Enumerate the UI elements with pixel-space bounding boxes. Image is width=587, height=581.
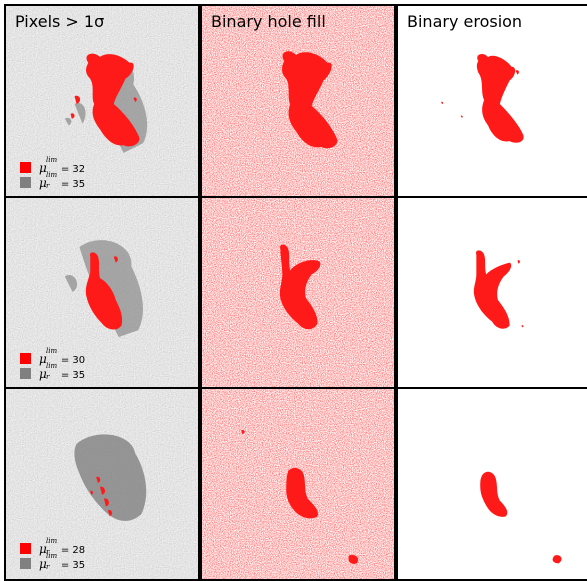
noise-image (6, 6, 198, 197)
column-title: Binary erosion (407, 12, 523, 31)
panel-r1-erosion: Binary erosion (396, 4, 587, 199)
panel-r3-pixels: μ lim r = 28 μ lim r = 35 (4, 387, 200, 581)
panel-r2-erosion (396, 196, 587, 390)
legend-symbol: μ (39, 160, 47, 175)
legend-value: = 32 (60, 163, 86, 175)
legend-swatch-red (20, 543, 31, 554)
panel-r3-holefill (200, 387, 396, 581)
legend-item: μ lim = 30 (20, 347, 86, 366)
noise-image (6, 389, 198, 579)
legend-swatch-red (20, 162, 31, 173)
legend-sup: lim (46, 346, 58, 355)
legend-symbol: μ (39, 351, 47, 366)
legend-symbol: μ (39, 366, 47, 381)
panel-r3-erosion (396, 387, 587, 581)
legend-item: μ lim r = 35 (20, 362, 86, 381)
legend-sup: lim (46, 536, 58, 545)
legend-value: = 28 (60, 544, 86, 556)
legend-item: μ lim r = 35 (20, 552, 86, 571)
legend-value: = 30 (60, 354, 86, 366)
legend-sub: r (46, 372, 50, 381)
pink-noise-image (202, 198, 394, 388)
column-title: Binary hole fill (211, 12, 326, 31)
legend-sup: lim (46, 361, 58, 370)
pink-noise-image (202, 389, 394, 579)
legend-symbol: μ (39, 556, 47, 571)
legend-item: μ lim = 32 (20, 156, 86, 175)
legend-sub: r (46, 181, 50, 190)
legend-swatch-red (20, 353, 31, 364)
mask-image (398, 198, 587, 388)
panel-r2-pixels: μ lim = 30 μ lim r = 35 (4, 196, 200, 390)
legend-sub: r (46, 562, 50, 571)
panel-r2-holefill (200, 196, 396, 390)
panel-r1-holefill: Binary hole fill (200, 4, 396, 199)
mask-image (398, 6, 587, 197)
legend-item: μ lim r = 28 (20, 537, 86, 556)
panel-r1-pixels: Pixels > 1σ μ lim = 32 μ lim r = 35 (4, 4, 200, 199)
legend-swatch-gray (20, 558, 31, 569)
legend-sup: lim (46, 551, 58, 560)
noise-image (6, 198, 198, 388)
mask-image (398, 389, 587, 579)
legend-swatch-gray (20, 368, 31, 379)
legend-sup: lim (46, 155, 58, 164)
column-title: Pixels > 1σ (15, 12, 105, 31)
legend-value: = 35 (60, 178, 86, 190)
legend: μ lim r = 28 μ lim r = 35 (20, 537, 86, 571)
legend: μ lim = 30 μ lim r = 35 (20, 347, 86, 381)
legend-symbol: μ (39, 175, 47, 190)
legend: μ lim = 32 μ lim r = 35 (20, 156, 86, 190)
legend-item: μ lim r = 35 (20, 171, 86, 190)
legend-value: = 35 (60, 559, 86, 571)
legend-symbol: μ (39, 541, 47, 556)
legend-sub: r (46, 547, 50, 556)
legend-swatch-gray (20, 177, 31, 188)
pink-noise-image (202, 6, 394, 197)
legend-value: = 35 (60, 369, 86, 381)
legend-sup: lim (46, 170, 58, 179)
